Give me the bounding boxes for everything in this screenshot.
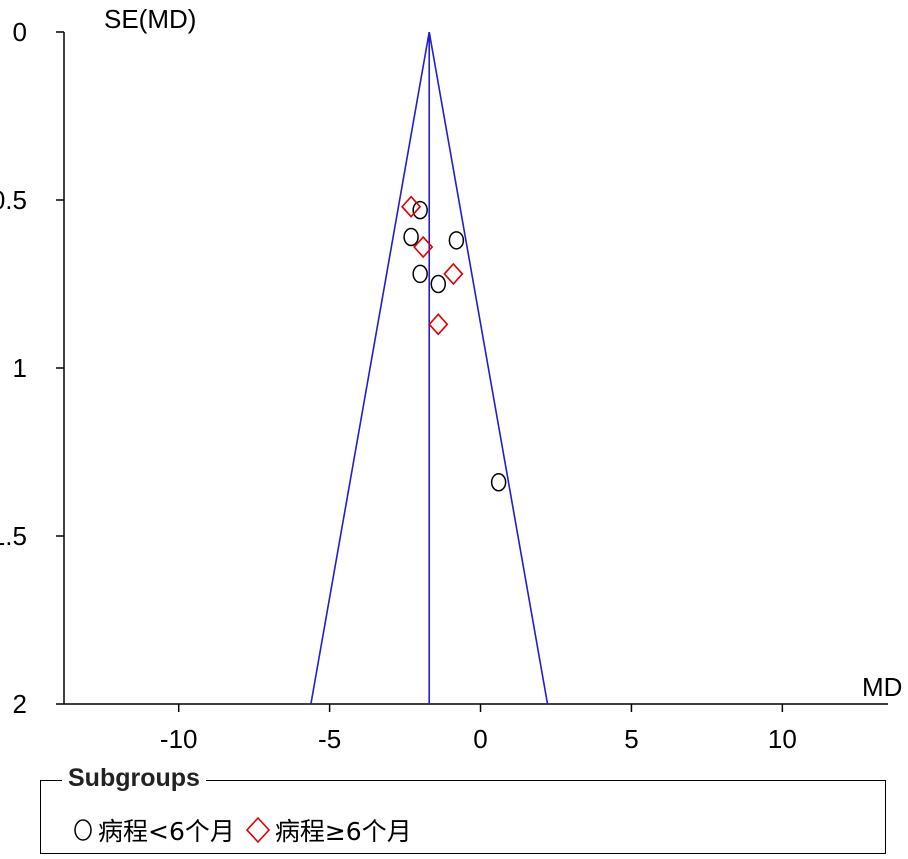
data-point-diamond bbox=[413, 235, 434, 259]
y-axis-title: SE(MD) bbox=[104, 4, 196, 34]
funnel-plot: 0 0.5 1 1.5 2 -10 -5 0 5 10 SE(MD) MD bbox=[0, 4, 902, 754]
x-tick-label: 10 bbox=[768, 724, 797, 754]
circle-marker-icon bbox=[74, 819, 92, 841]
funnel-right-bound bbox=[428, 31, 549, 705]
x-tick-label: -5 bbox=[318, 724, 341, 754]
y-tick-label: 0 bbox=[13, 17, 27, 47]
x-axis-title: MD bbox=[862, 672, 902, 702]
legend-label-group2: 病程≥6个月 bbox=[274, 817, 412, 846]
x-tick-label: 0 bbox=[473, 724, 487, 754]
y-tick-label: 1 bbox=[13, 353, 27, 383]
legend-item-group1: 病程<6个月 bbox=[72, 812, 235, 848]
x-tick-label: -10 bbox=[160, 724, 198, 754]
legend-title: Subgroups bbox=[62, 764, 206, 793]
data-point-diamond bbox=[428, 313, 449, 336]
funnel-lines bbox=[310, 31, 549, 705]
axes: 0 0.5 1 1.5 2 -10 -5 0 5 10 bbox=[0, 17, 888, 754]
data-point-circle bbox=[412, 200, 428, 220]
legend-label-group1: 病程<6个月 bbox=[98, 817, 235, 846]
data-point-diamond bbox=[443, 262, 464, 286]
data-point-circle bbox=[430, 274, 447, 294]
diamond-marker-icon bbox=[245, 816, 270, 844]
data-point-circle bbox=[412, 264, 428, 284]
y-tick-label: 2 bbox=[13, 689, 27, 719]
x-tick-label: 5 bbox=[624, 724, 638, 754]
legend: 病程<6个月 病程≥6个月 bbox=[72, 812, 422, 848]
data-point-circle bbox=[403, 227, 419, 247]
y-tick-label: 1.5 bbox=[0, 521, 27, 551]
legend-box bbox=[40, 780, 886, 854]
data-point-circle bbox=[490, 472, 507, 492]
data-point-diamond bbox=[401, 195, 422, 218]
data-points bbox=[401, 195, 507, 492]
y-tick-label: 0.5 bbox=[0, 185, 27, 215]
data-point-circle bbox=[448, 231, 465, 250]
legend-item-group2: 病程≥6个月 bbox=[245, 812, 412, 848]
funnel-left-bound bbox=[310, 31, 431, 705]
